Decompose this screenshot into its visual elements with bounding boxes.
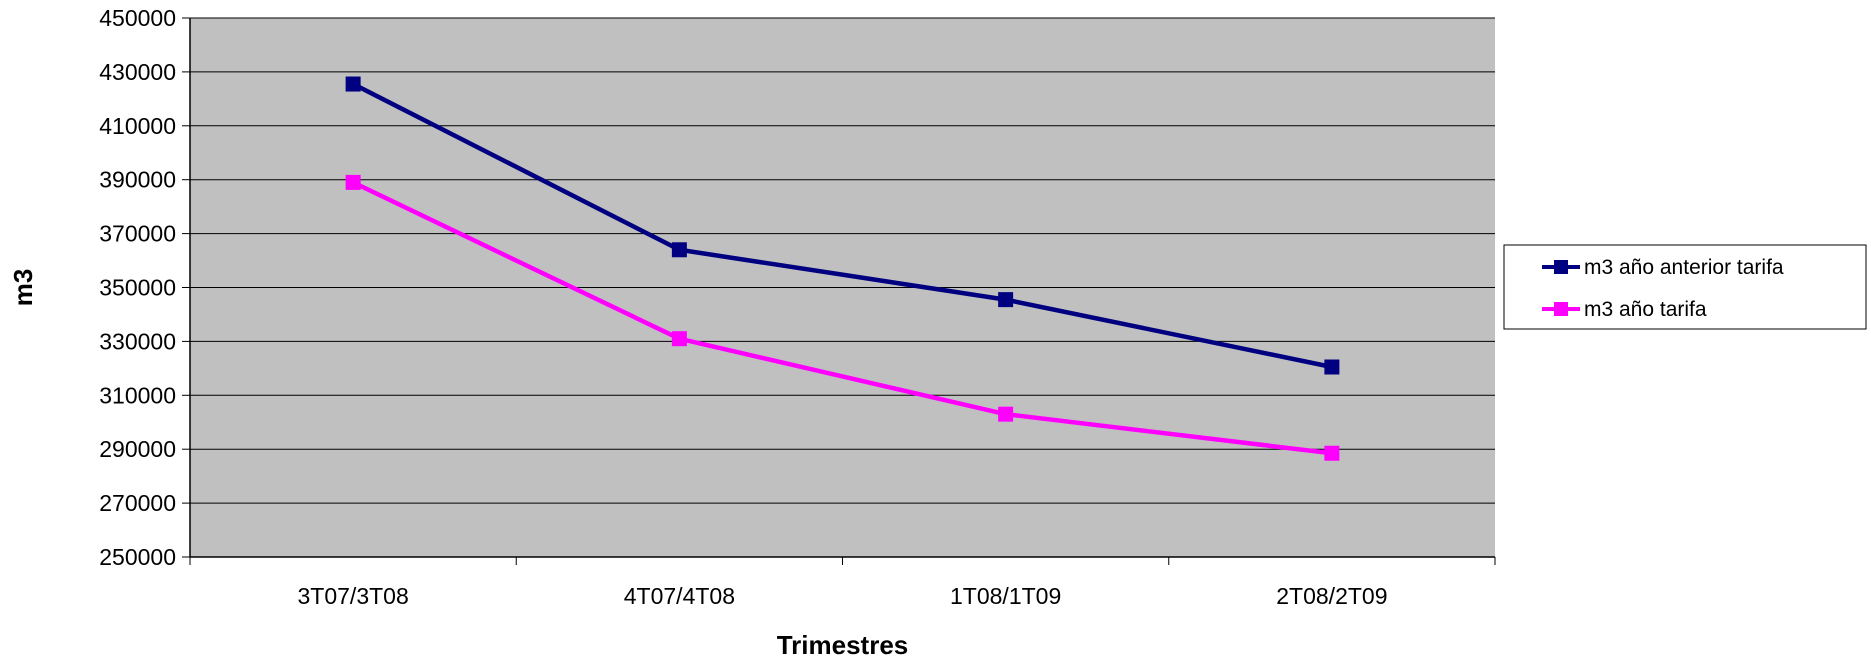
data-point	[345, 76, 361, 92]
x-tick-label: 3T07/3T08	[298, 583, 409, 609]
y-tick-label: 410000	[99, 113, 176, 139]
data-point	[998, 406, 1014, 422]
legend-label: m3 año tarifa	[1584, 298, 1707, 321]
series-group	[345, 76, 1340, 461]
y-tick-label: 310000	[99, 382, 176, 408]
series-1	[345, 76, 1340, 375]
data-point	[671, 331, 687, 347]
y-tick-label: 450000	[99, 5, 176, 31]
y-tick-label: 290000	[99, 436, 176, 462]
data-point	[671, 242, 687, 258]
legend-label: m3 año anterior tarifa	[1584, 256, 1784, 279]
legend-swatch-marker	[1554, 260, 1568, 274]
series-2	[345, 174, 1340, 461]
series-line	[352, 82, 1333, 370]
data-point	[998, 292, 1014, 308]
y-axis-title: m3	[8, 269, 38, 307]
y-tick-label: 330000	[99, 328, 176, 354]
x-tick-label: 2T08/2T09	[1276, 583, 1387, 609]
legend-swatch-marker	[1554, 302, 1568, 316]
x-axis-title: Trimestres	[777, 630, 909, 659]
x-tick-label: 4T07/4T08	[624, 583, 735, 609]
legend-box	[1503, 244, 1867, 330]
legend: m3 año anterior tarifa m3 año tarifa	[1503, 244, 1867, 330]
y-tick-label: 270000	[99, 490, 176, 516]
legend-item: m3 año tarifa	[1542, 298, 1707, 321]
x-tick-label: 1T08/1T09	[950, 583, 1061, 609]
series-line	[352, 180, 1333, 456]
data-point	[345, 174, 361, 190]
y-tick-label: 250000	[99, 544, 176, 570]
y-axis-ticks: 250000 270000 290000 310000 330000 350000 3700…	[99, 5, 190, 570]
data-point	[1324, 359, 1340, 375]
x-axis-ticks: 3T07/3T08 4T07/4T08 1T08/1T09 2T08/2T09	[189, 557, 1496, 609]
y-tick-label: 370000	[99, 221, 176, 247]
y-tick-label: 390000	[99, 167, 176, 193]
y-tick-label: 350000	[99, 275, 176, 301]
gridlines	[190, 17, 1495, 504]
y-tick-label: 430000	[99, 59, 176, 85]
legend-item: m3 año anterior tarifa	[1542, 256, 1784, 279]
data-point	[1324, 445, 1340, 461]
